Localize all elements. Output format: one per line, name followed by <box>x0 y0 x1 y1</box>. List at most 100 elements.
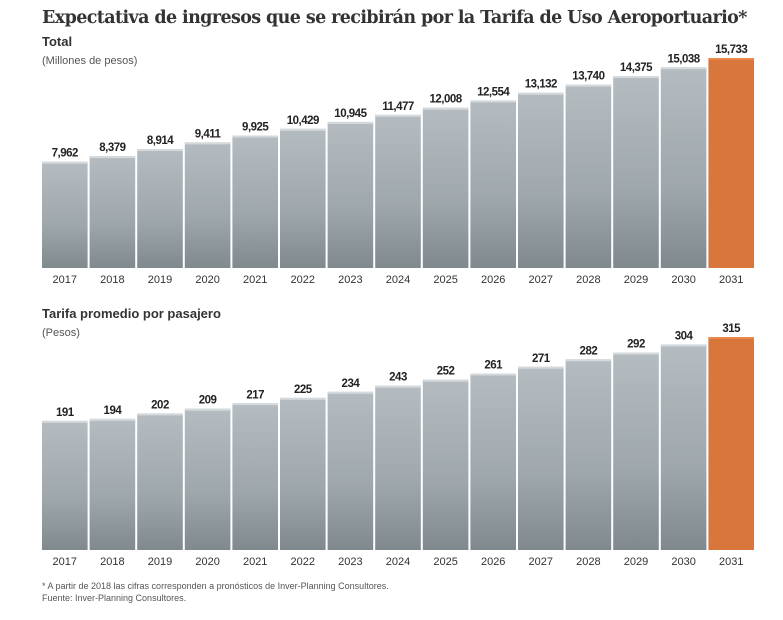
value-label: 315 <box>722 323 741 335</box>
bar-2026 <box>470 373 516 550</box>
year-label: 2023 <box>338 274 362 286</box>
bar-top-edge <box>184 142 231 145</box>
chart2-unit: (Pesos) <box>42 327 80 339</box>
bar-2026 <box>470 100 516 268</box>
year-label: 2024 <box>386 274 410 286</box>
bar-2025 <box>422 379 469 550</box>
bar-top-edge <box>280 397 326 400</box>
year-label: 2026 <box>481 274 505 286</box>
bar-2018 <box>89 418 136 550</box>
value-label: 304 <box>675 330 694 342</box>
bar-2028 <box>565 359 612 550</box>
bar-top-edge <box>89 156 136 159</box>
value-label: 217 <box>246 389 264 401</box>
bar-top-edge <box>613 76 659 79</box>
bar-top-edge <box>327 391 374 394</box>
year-label: 2021 <box>243 274 267 286</box>
bar-2019 <box>137 149 183 268</box>
bar-top-edge <box>375 114 421 117</box>
bar-2030 <box>660 344 707 550</box>
bar-2029 <box>613 352 659 550</box>
year-label: 2020 <box>195 274 219 286</box>
bar-top-edge <box>660 344 707 347</box>
year-label: 2031 <box>719 556 743 568</box>
year-label: 2018 <box>100 556 124 568</box>
value-label: 202 <box>151 399 169 411</box>
bar-top-edge <box>89 418 136 421</box>
bar-top-edge <box>232 135 278 138</box>
chart-title: Expectativa de ingresos que se recibirán… <box>42 8 747 28</box>
source: Fuente: Inver-Planning Consultores. <box>42 593 187 603</box>
bar-top-edge <box>422 379 469 382</box>
bar-2019 <box>137 413 183 550</box>
year-label: 2030 <box>671 556 695 568</box>
year-label: 2018 <box>100 274 124 286</box>
bar-2017 <box>42 161 88 268</box>
year-label: 2028 <box>576 274 600 286</box>
bar-top-edge <box>565 359 612 362</box>
bar-2030 <box>660 67 707 269</box>
year-label: 2023 <box>338 556 362 568</box>
year-label: 2029 <box>624 556 648 568</box>
bar-2027 <box>518 92 564 269</box>
bar-2017 <box>42 420 88 550</box>
year-label: 2026 <box>481 556 505 568</box>
footnote: * A partir de 2018 las cifras correspond… <box>42 581 389 591</box>
value-label: 7,962 <box>52 148 78 160</box>
bar-top-edge <box>375 385 421 388</box>
bar-2022 <box>280 128 326 268</box>
value-label: 9,925 <box>242 122 269 134</box>
value-label: 243 <box>389 372 407 384</box>
value-label: 261 <box>484 360 503 372</box>
bar-2022 <box>280 397 326 550</box>
value-label: 13,740 <box>572 71 604 83</box>
year-label: 2019 <box>148 556 172 568</box>
bar-top-edge <box>565 84 612 87</box>
bar-top-edge <box>327 121 374 124</box>
value-label: 209 <box>199 395 217 407</box>
bar-2024 <box>375 385 421 550</box>
bar-2027 <box>518 366 564 550</box>
bar-top-edge <box>613 352 659 355</box>
bar-2024 <box>375 114 421 268</box>
value-label: 8,914 <box>147 135 174 147</box>
year-label: 2030 <box>671 274 695 286</box>
bar-top-edge <box>470 100 516 103</box>
bar-2028 <box>565 84 612 268</box>
bar-top-edge <box>470 373 516 376</box>
bar-top-edge <box>422 107 469 110</box>
bar-2020 <box>184 142 231 268</box>
bar-2018 <box>89 156 136 268</box>
value-label: 282 <box>580 345 598 357</box>
year-label: 2017 <box>53 556 77 568</box>
value-label: 271 <box>532 353 551 365</box>
bar-2023 <box>327 121 374 268</box>
chart2-title: Tarifa promedio por pasajero <box>42 306 221 321</box>
year-label: 2017 <box>53 274 77 286</box>
year-label: 2031 <box>719 274 743 286</box>
value-label: 225 <box>294 384 313 396</box>
year-label: 2024 <box>386 556 410 568</box>
value-label: 15,038 <box>668 53 701 65</box>
bar-top-edge <box>280 128 326 131</box>
value-label: 252 <box>437 366 455 378</box>
value-label: 12,008 <box>430 94 463 106</box>
value-label: 292 <box>627 339 645 351</box>
bar-2023 <box>327 391 374 550</box>
value-label: 234 <box>342 378 361 390</box>
value-label: 191 <box>56 407 75 419</box>
value-label: 8,379 <box>99 142 125 154</box>
value-label: 12,554 <box>477 86 510 98</box>
bar-top-edge <box>518 92 564 95</box>
value-label: 10,429 <box>287 115 319 127</box>
bar-2021 <box>232 135 278 268</box>
chart1-unit: (Millones de pesos) <box>42 55 138 67</box>
year-label: 2027 <box>529 274 553 286</box>
year-label: 2022 <box>291 556 315 568</box>
year-label: 2027 <box>529 556 553 568</box>
bar-2031 <box>708 337 754 550</box>
bar-2025 <box>422 107 469 268</box>
bar-top-edge <box>137 149 183 152</box>
bar-top-edge <box>708 58 754 60</box>
